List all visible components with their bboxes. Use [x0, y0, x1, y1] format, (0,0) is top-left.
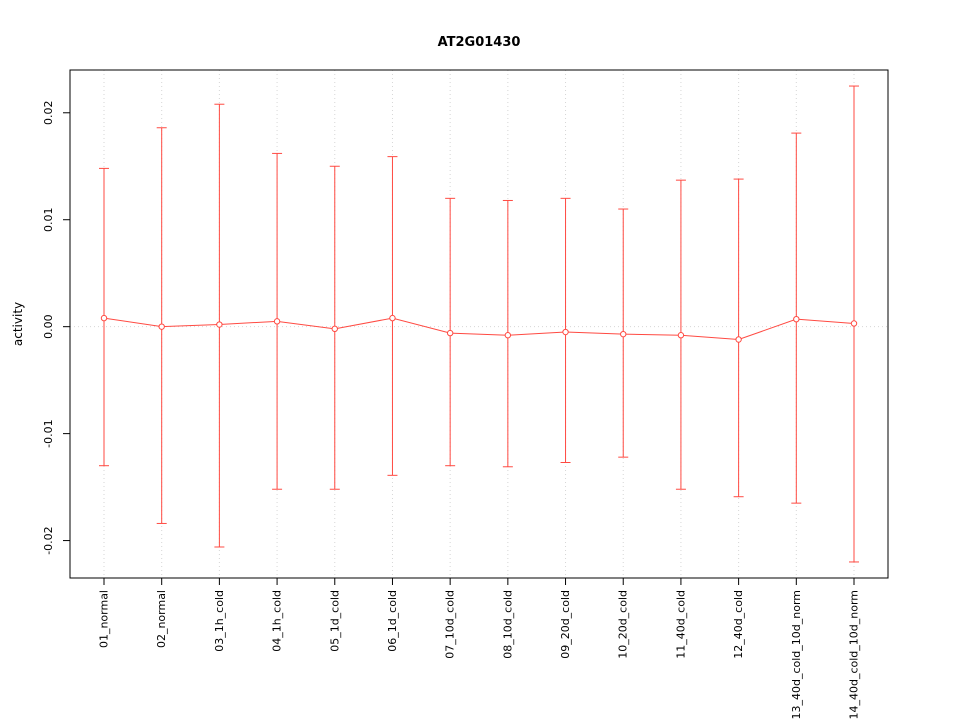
x-tick-label: 03_1h_cold	[213, 590, 226, 652]
data-point	[389, 314, 396, 322]
x-tick-label: 05_1d_cold	[328, 590, 341, 652]
y-axis-label: activity	[11, 302, 25, 346]
x-tick-label: 11_40d_cold	[674, 590, 687, 659]
data-point	[216, 321, 223, 328]
data-point	[850, 320, 858, 327]
series-line	[103, 317, 855, 341]
x-tick-label: 14_40d_cold_10d_norm	[848, 590, 861, 720]
chart-title: AT2G01430	[438, 35, 521, 50]
y-tick-label: 0.02	[42, 101, 55, 126]
x-tick-label: 02_normal	[155, 590, 168, 648]
x-tick-label: 07_10d_cold	[444, 590, 457, 659]
y-tick-label: 0.01	[42, 207, 55, 232]
data-point	[677, 332, 685, 339]
data-point	[504, 332, 512, 339]
data-point	[100, 314, 108, 322]
data-point	[446, 329, 454, 337]
data-point	[331, 325, 338, 333]
x-tick-label: 06_1d_cold	[386, 590, 399, 652]
x-tick-label: 04_1h_cold	[271, 590, 284, 652]
data-point	[158, 323, 165, 330]
data-point	[793, 315, 800, 323]
y-tick-label: 0.00	[42, 314, 55, 339]
y-tick-label: -0.01	[42, 419, 55, 447]
data-point	[735, 336, 742, 343]
x-tick-label: 01_normal	[98, 590, 111, 648]
plot-area: -0.02 -0.01 0.00 0.01 0.02 01_normal 02_normal…	[42, 69, 889, 720]
x-tick-label: 09_20d_cold	[559, 590, 572, 659]
data-point	[620, 330, 627, 338]
y-tick-label: -0.02	[42, 526, 55, 554]
x-tick-label: 10_20d_cold	[617, 590, 630, 659]
data-point	[273, 318, 281, 325]
x-tick-label: 12_40d_cold	[732, 590, 745, 659]
x-tick-label: 13_40d_cold_10d_norm	[790, 590, 803, 720]
plot-box	[69, 69, 889, 579]
x-tick-label: 08_10d_cold	[501, 590, 514, 659]
data-point	[562, 328, 569, 336]
